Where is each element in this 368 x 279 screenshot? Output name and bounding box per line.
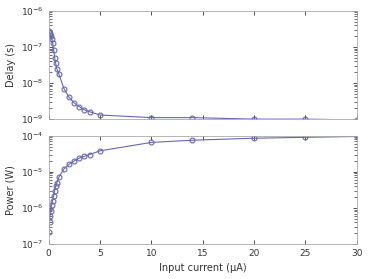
Y-axis label: Delay (s): Delay (s) [6, 43, 15, 87]
X-axis label: Input current (μA): Input current (μA) [159, 263, 247, 273]
Y-axis label: Power (W): Power (W) [6, 165, 15, 215]
